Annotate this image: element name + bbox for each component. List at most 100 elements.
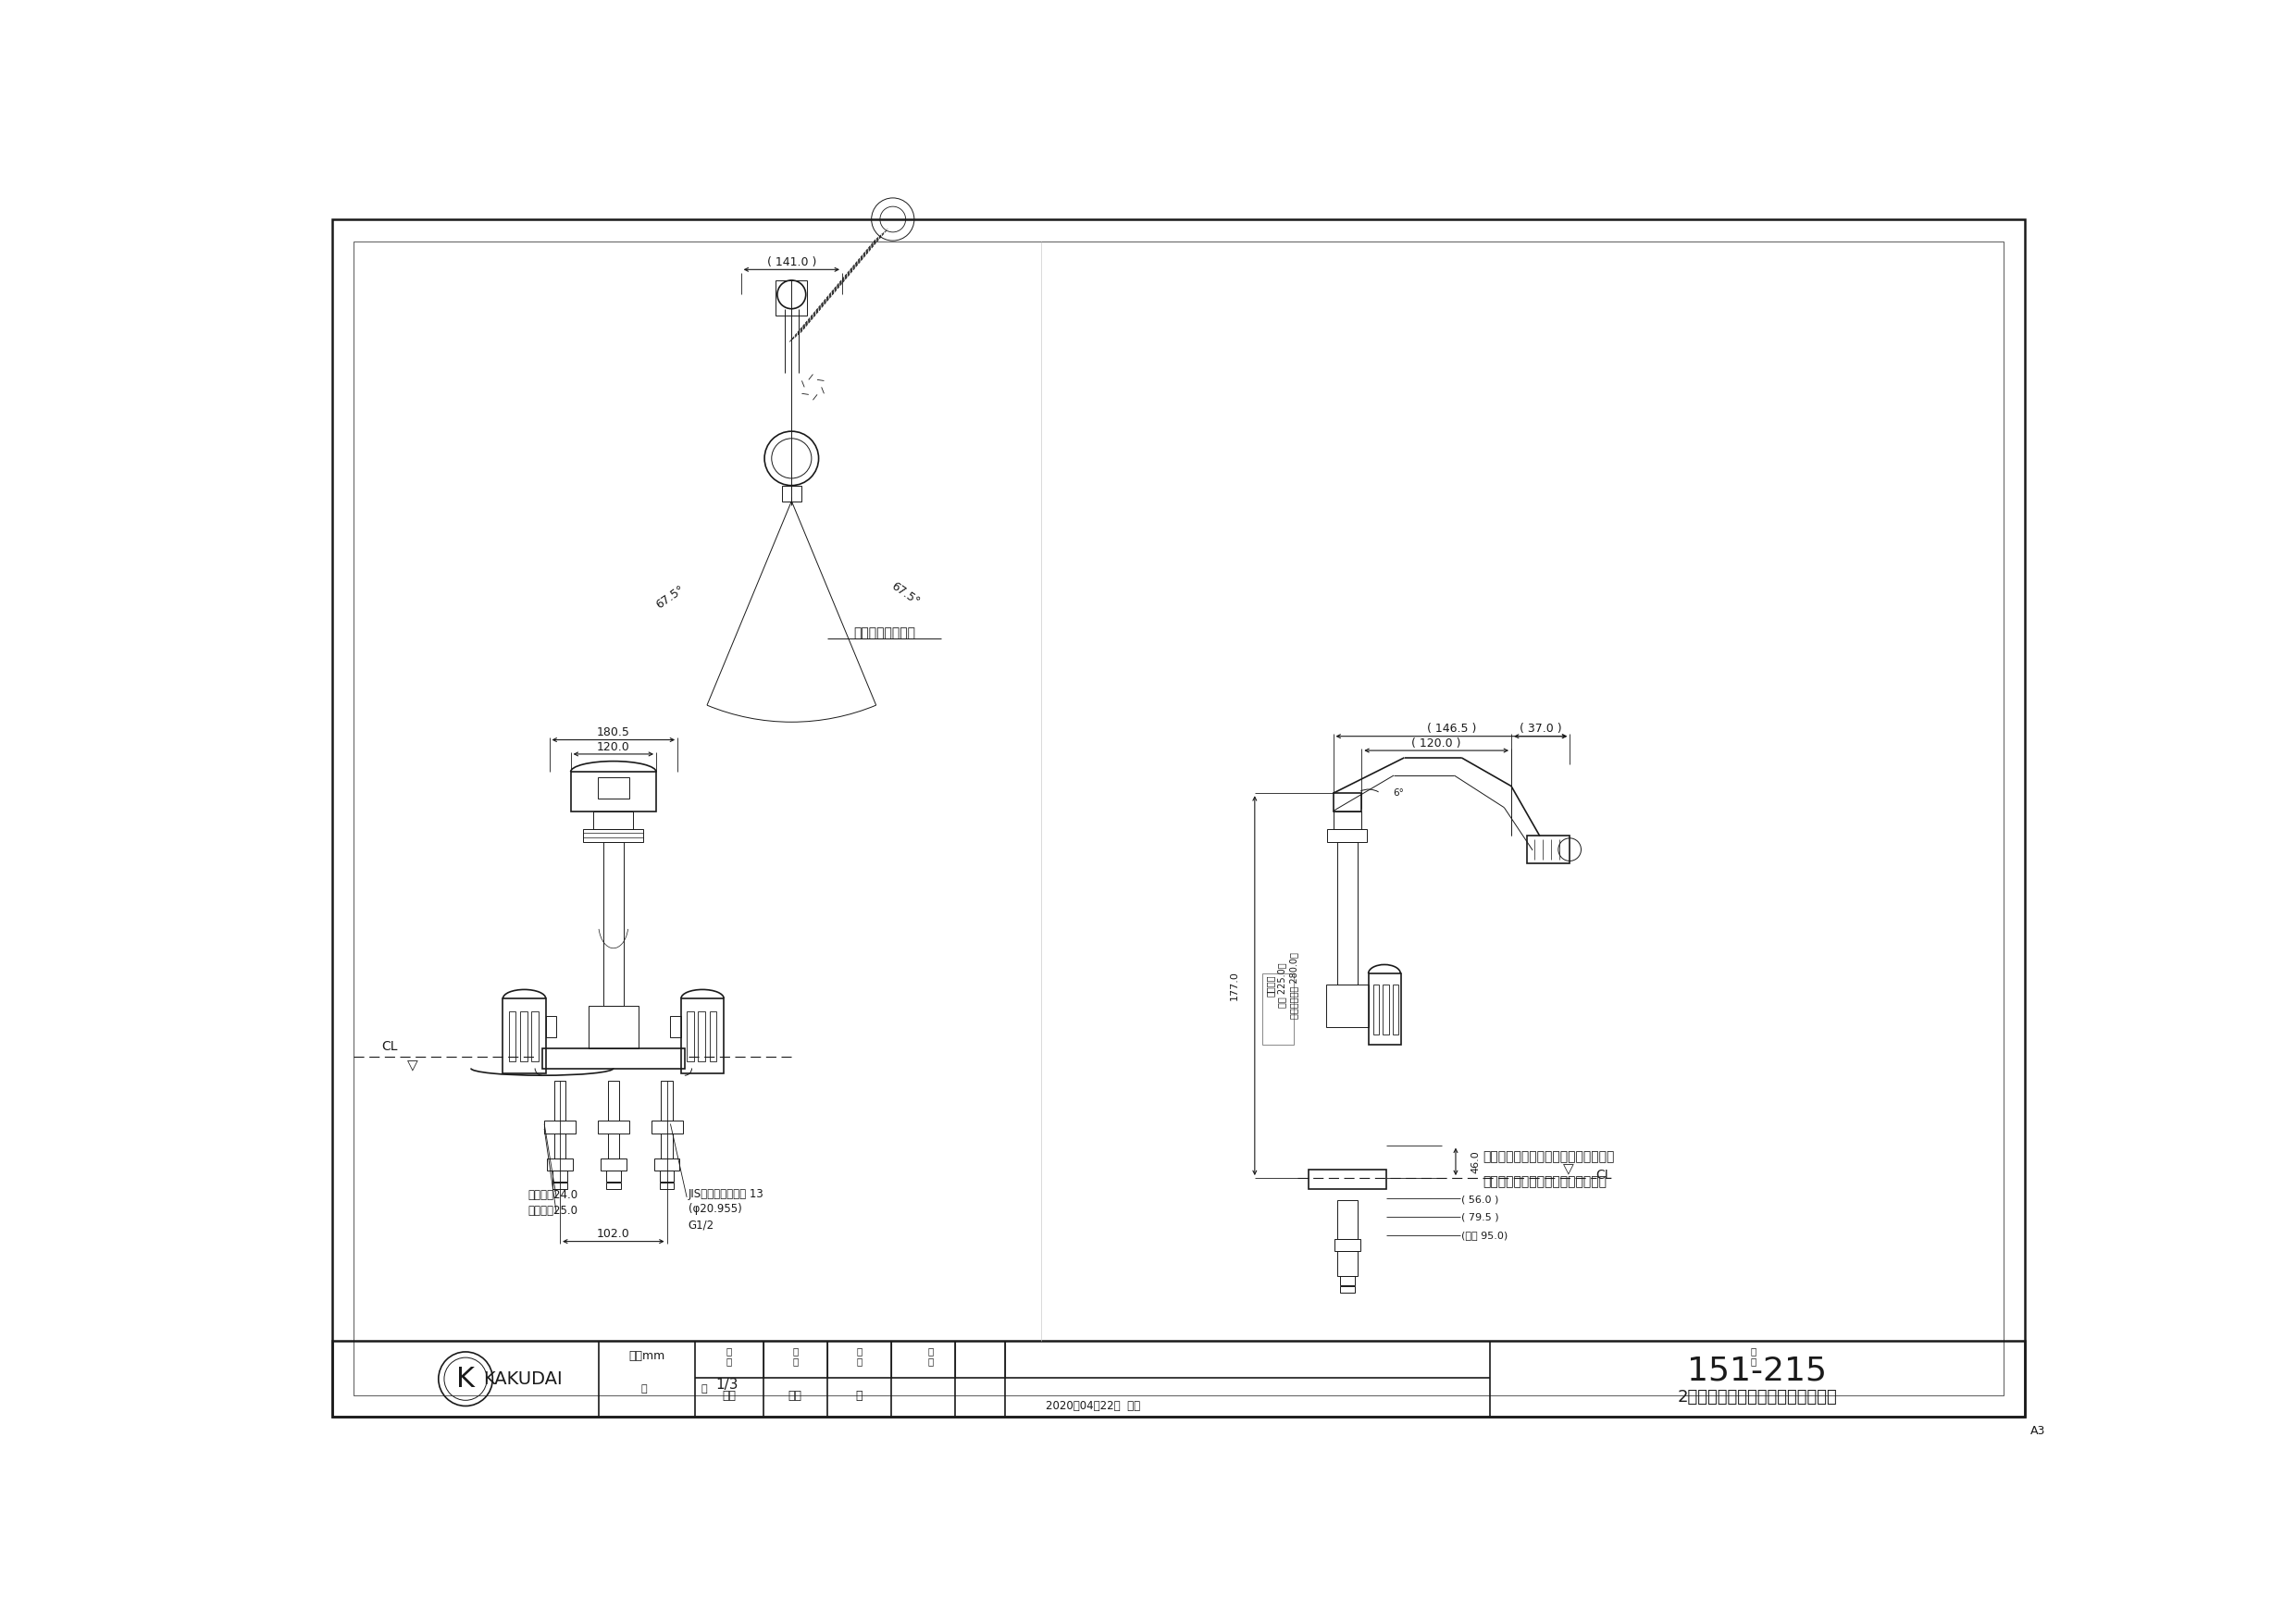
Bar [588,1006,638,1048]
Bar [1336,1199,1357,1240]
Bar [592,812,634,829]
Bar [709,1011,716,1061]
Text: A3: A3 [2030,1425,2046,1436]
Bar [781,485,801,502]
Text: 1/3: 1/3 [716,1378,739,1391]
Bar [776,281,808,316]
Bar [606,1182,620,1190]
Bar [661,1133,673,1159]
Text: 120.0: 120.0 [597,742,629,753]
Text: 2ハンドル混合氵（シャワーつき）: 2ハンドル混合氵（シャワーつき） [1676,1389,1837,1406]
Text: 102.0: 102.0 [597,1229,629,1240]
Text: （リフト最大 280.0）: （リフト最大 280.0） [1290,953,1300,1019]
Bar [659,1170,675,1182]
Bar [521,1011,528,1061]
Bar [687,1011,693,1061]
Bar [1334,1240,1359,1251]
Bar [583,829,643,842]
Text: 180.5: 180.5 [597,727,629,738]
Text: 六角対刲25.0: 六角対刲25.0 [528,1204,579,1217]
Text: ( 56.0 ): ( 56.0 ) [1460,1195,1499,1204]
Text: 注１：（）内寸法は参考寸法である。: 注１：（）内寸法は参考寸法である。 [1483,1151,1614,1164]
Bar [333,1341,2025,1417]
Bar [1394,984,1398,1034]
Text: ( 146.5 ): ( 146.5 ) [1426,724,1476,735]
Text: スパウト回転角度: スパウト回転角度 [854,626,916,639]
Bar [604,842,625,1006]
Bar [597,777,629,799]
Text: G1/2: G1/2 [689,1219,714,1230]
Text: 承
認: 承 認 [856,1345,861,1367]
Bar [608,1081,620,1120]
Bar [546,1159,572,1170]
Text: 67.5°: 67.5° [654,583,687,612]
Bar [530,1011,540,1061]
Text: 151-215: 151-215 [1688,1355,1828,1386]
Text: 46.0: 46.0 [1472,1151,1481,1173]
Text: ( 141.0 ): ( 141.0 ) [767,256,817,268]
Bar [1336,842,1357,984]
Text: 検
図: 検 図 [792,1345,799,1367]
Bar [1334,812,1362,829]
Text: (最大 95.0): (最大 95.0) [1460,1230,1508,1240]
Text: 寒川: 寒川 [788,1389,801,1402]
Bar [608,1133,620,1159]
Bar [544,1120,576,1133]
Text: ( 120.0 ): ( 120.0 ) [1412,737,1460,750]
Bar [682,998,723,1073]
Bar [542,1048,684,1068]
Text: （収納時
最大 225.0）: （収納時 最大 225.0） [1265,962,1286,1008]
Bar [510,1011,517,1061]
Text: 177.0: 177.0 [1231,971,1240,1000]
Bar [1263,974,1295,1045]
Bar [553,1170,567,1182]
Bar [1527,836,1570,863]
Bar [1341,1287,1355,1292]
Bar [659,1182,675,1190]
Bar [1382,984,1389,1034]
Bar [546,1016,556,1037]
Text: KAKUDAI: KAKUDAI [482,1370,563,1388]
Text: K: K [457,1365,475,1393]
Bar [602,1159,627,1170]
Bar [1336,1251,1357,1276]
Text: 尺: 尺 [641,1384,647,1394]
Bar [698,1011,705,1061]
Text: CL: CL [1596,1169,1612,1182]
Text: (φ20.955): (φ20.955) [689,1203,742,1216]
Text: 品
名: 品 名 [1750,1345,1756,1367]
Bar [1368,974,1401,1045]
Bar [1327,829,1368,842]
Bar [606,1170,620,1182]
Bar [670,1016,682,1037]
Bar [1334,794,1362,812]
Text: JIS給水栓取付ねじ 13: JIS給水栓取付ねじ 13 [689,1188,765,1199]
Text: 岩藤: 岩藤 [723,1389,737,1402]
Bar [553,1081,565,1120]
Bar [597,1120,629,1133]
Text: ▽: ▽ [406,1058,418,1073]
Bar [1309,1170,1387,1190]
Bar [572,773,657,812]
Bar [661,1081,673,1120]
Text: ( 79.5 ): ( 79.5 ) [1460,1212,1499,1222]
Text: 製
図: 製 図 [726,1345,732,1367]
Text: 度: 度 [700,1384,707,1394]
Text: 2020年04月22日  作成: 2020年04月22日 作成 [1045,1401,1139,1412]
Bar [652,1120,682,1133]
Bar [1373,984,1378,1034]
Text: ( 37.0 ): ( 37.0 ) [1520,724,1561,735]
Text: CL: CL [381,1040,397,1053]
Bar [1341,1276,1355,1285]
Bar [553,1182,567,1190]
Text: ▽: ▽ [1564,1162,1573,1177]
Text: 67.5°: 67.5° [889,579,923,607]
Bar [553,1133,565,1159]
Text: 単位mm: 単位mm [629,1350,666,1362]
Bar [654,1159,680,1170]
Text: 祝: 祝 [856,1389,863,1402]
Text: 品
番: 品 番 [928,1345,934,1367]
Text: 注２：止水栓を必ず設置すること。: 注２：止水栓を必ず設置すること。 [1483,1175,1607,1188]
Bar [503,998,546,1073]
Text: 六角対刲24.0: 六角対刲24.0 [528,1190,579,1201]
